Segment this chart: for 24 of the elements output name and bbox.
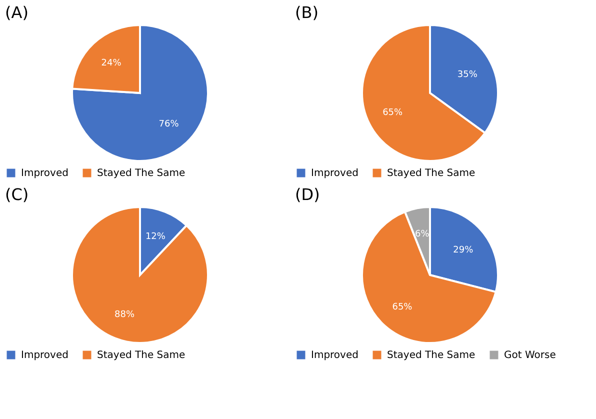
data-label: 35% bbox=[457, 70, 478, 80]
legend-label: Improved bbox=[21, 350, 68, 361]
data-label: 65% bbox=[392, 302, 413, 313]
legend-label: Stayed The Same bbox=[97, 350, 186, 361]
legend-label: Stayed The Same bbox=[387, 350, 476, 361]
data-label: 65% bbox=[382, 108, 404, 118]
legend-label: Improved bbox=[311, 168, 358, 179]
chart-title: (D) bbox=[295, 185, 320, 204]
chart-title: (A) bbox=[5, 3, 28, 22]
pie-slice bbox=[71, 206, 209, 344]
data-label: 29% bbox=[453, 245, 474, 256]
chart-title: (C) bbox=[5, 185, 29, 204]
legend-label: Got Worse bbox=[504, 350, 556, 361]
chart-title: (B) bbox=[295, 3, 318, 22]
data-label: 24% bbox=[101, 58, 122, 68]
legend-label: Improved bbox=[21, 168, 68, 179]
data-label: 6% bbox=[414, 230, 430, 240]
data-label: 12% bbox=[145, 232, 166, 242]
legend-label: Stayed The Same bbox=[97, 168, 186, 179]
data-label: 88% bbox=[114, 310, 135, 320]
data-label: 76% bbox=[158, 120, 180, 130]
pie-slice bbox=[71, 24, 209, 162]
legend-label: Stayed The Same bbox=[387, 168, 476, 179]
legend-label: Improved bbox=[311, 350, 358, 361]
